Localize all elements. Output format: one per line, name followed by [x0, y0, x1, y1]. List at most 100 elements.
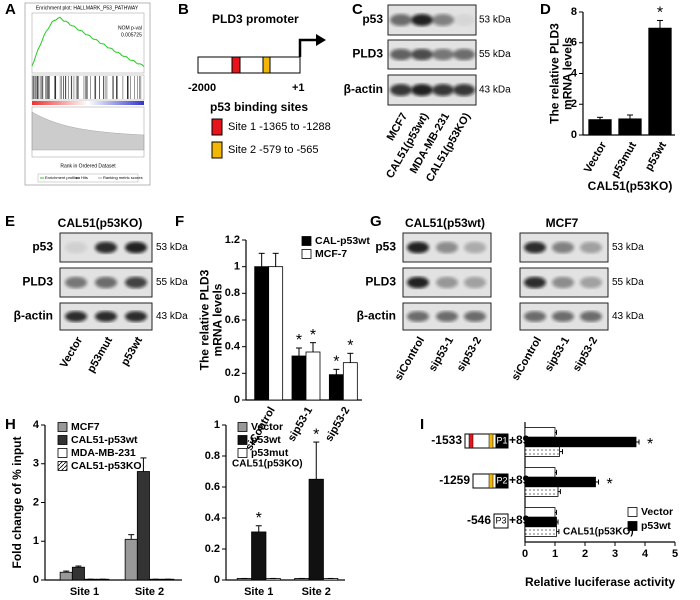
tss-arrowhead [316, 34, 326, 46]
blot-title: MCF7 [546, 216, 579, 230]
band [552, 311, 574, 322]
bar [524, 476, 596, 488]
bar [71, 566, 85, 581]
significance-mark: * [296, 332, 302, 349]
bar [524, 427, 556, 438]
y-tick-label: 4 [571, 67, 578, 79]
y-tick-label: 1 [33, 535, 39, 547]
promoter-core [493, 513, 509, 529]
legend-swatch [301, 249, 312, 259]
band [432, 48, 454, 61]
bar [524, 486, 559, 497]
y-tick-label: 0 [571, 129, 577, 141]
band [524, 311, 546, 322]
gsea-legend [37, 173, 139, 183]
site-key [211, 141, 223, 159]
promoter-label: P1 [496, 435, 507, 445]
y-tick-label: 0.4 [225, 341, 241, 353]
legend-label: CAL-p53wt [315, 235, 370, 247]
legend-label: MCF-7 [315, 248, 347, 260]
bar [308, 478, 324, 581]
panel-letter: E [5, 213, 15, 230]
x-tick-label: 4 [642, 548, 649, 560]
band [453, 48, 475, 61]
band [436, 276, 458, 289]
significance-mark: * [607, 476, 613, 493]
band [65, 241, 87, 254]
legend-swatch [237, 422, 248, 432]
band [407, 276, 429, 289]
y-axis-label: Fold change of % input [10, 437, 24, 569]
band [125, 311, 147, 322]
legend-swatch [237, 448, 248, 458]
site-marker [231, 56, 241, 74]
band [390, 48, 412, 61]
bar [524, 516, 557, 528]
bar [524, 526, 557, 537]
y-axis-label: The relative PLD3 [548, 23, 562, 124]
site2-marker [488, 473, 494, 489]
chart-note: CAL51(p53KO) [232, 459, 303, 470]
bar [588, 119, 612, 136]
legend-label: MCF7 [71, 421, 100, 433]
promoter-core [495, 433, 509, 449]
band [390, 14, 412, 26]
significance-mark: * [313, 426, 319, 443]
panel-letter: H [5, 416, 16, 433]
band [95, 276, 117, 289]
bar [124, 538, 138, 581]
blot-title: CAL51(p53KO) [58, 216, 143, 230]
x-tick-label: 2 [582, 548, 588, 560]
legend-label: p53wt [641, 520, 671, 532]
legend-label: p53wt [251, 434, 281, 446]
bar [524, 507, 556, 518]
band [436, 311, 458, 322]
site1-marker [468, 433, 474, 449]
band [432, 84, 454, 96]
y-tick-label: 0 [33, 574, 39, 586]
legend-swatch [57, 435, 68, 445]
y-tick-label: 1 [234, 261, 240, 273]
band [125, 241, 147, 254]
band [390, 84, 412, 96]
legend-label: MDA-MB-231 [71, 447, 136, 459]
row-label: p53 [362, 12, 383, 26]
lane-label: siControl [393, 335, 428, 383]
bar [59, 571, 73, 581]
band [552, 276, 574, 289]
x-axis-label: Relative luciferase activity [525, 575, 675, 589]
significance-mark: * [657, 5, 663, 22]
y-tick-label: 0.6 [205, 481, 220, 493]
legend-label: p53mut [251, 447, 289, 459]
gsea-title: Enrichment plot: HALLMARK_P53_PATHWAY [36, 5, 139, 11]
band [95, 311, 117, 322]
lane-label: siControl [510, 335, 545, 383]
row-label: β-actin [344, 82, 383, 96]
size-label: 53 kDa [612, 242, 644, 253]
panel-letter: G [370, 213, 382, 230]
blot-title: CAL51(p53wt) [405, 216, 485, 230]
x-tick-label: sip53-2 [323, 405, 352, 444]
band [552, 241, 574, 254]
band [464, 276, 486, 289]
y-tick-label: 2 [33, 496, 39, 508]
lane-label: p53mut [85, 335, 115, 375]
legend-swatch [57, 448, 68, 458]
size-label: 53 kDa [479, 15, 511, 26]
construct-end: +89 [509, 513, 530, 527]
x-tick-label: Site 2 [135, 586, 164, 598]
enrichment-curve [31, 16, 145, 68]
row-label: PLD3 [22, 275, 53, 289]
legend-swatch [237, 435, 248, 445]
construct-end: +89 [509, 433, 530, 447]
row-label: β-actin [14, 309, 53, 323]
x-tick-label: p53wt [643, 140, 669, 173]
promoter-box [197, 56, 301, 74]
x-axis-label: CAL51(p53KO) [588, 179, 673, 193]
y-tick-label: 0.8 [225, 287, 240, 299]
significance-mark: * [310, 327, 316, 344]
bar [251, 531, 267, 581]
gsea-x-label: Rank in Ordered Dataset [60, 163, 116, 169]
panel-letter: C [352, 1, 363, 18]
row-label: PLD3 [365, 275, 396, 289]
